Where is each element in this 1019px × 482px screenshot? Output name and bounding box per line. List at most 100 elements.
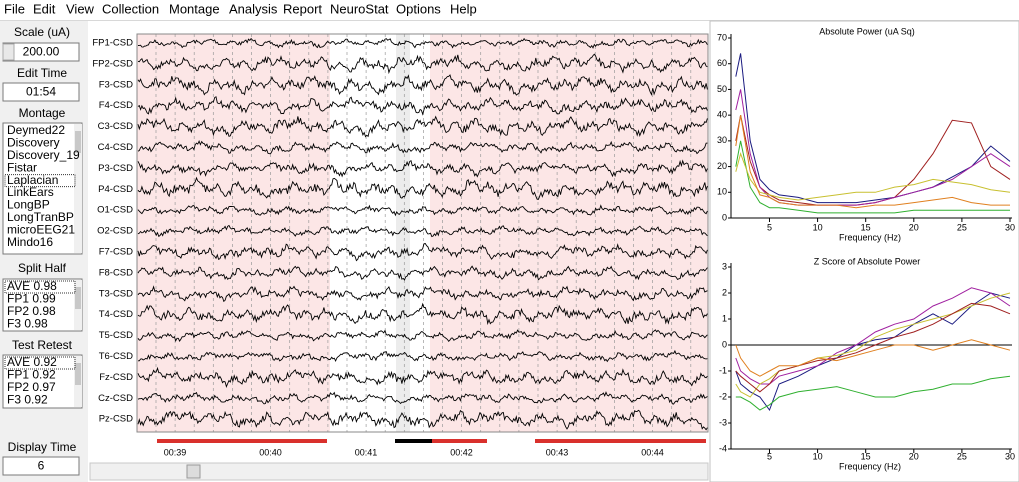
display-time-value[interactable]: 6	[38, 459, 45, 473]
edit-time-value-box[interactable]	[2, 82, 80, 102]
test-retest-item[interactable]: FP1 0.92	[7, 368, 56, 382]
y-tick-label: 30	[717, 135, 727, 145]
spectrum-line	[735, 292, 1011, 412]
channel-label: P3-CSD	[98, 163, 133, 174]
montage-item[interactable]: Mindo16	[7, 235, 53, 249]
spectrum-line	[735, 53, 1011, 204]
eeg-trace	[137, 366, 708, 388]
eeg-trace	[137, 74, 708, 96]
x-tick-label: 20	[909, 222, 919, 232]
spectrum-line	[735, 302, 1011, 393]
time-label: 00:39	[164, 447, 187, 457]
split-half-item[interactable]: F3 0.98	[7, 316, 48, 330]
eeg-marked	[396, 34, 410, 432]
montage-item[interactable]: Fistar	[7, 160, 37, 174]
eeg-frame	[136, 33, 709, 433]
montage-item[interactable]: LongBP	[7, 198, 50, 212]
eeg-trace	[137, 285, 708, 303]
scroll-thumb	[75, 287, 81, 309]
menu-item[interactable]: Report	[283, 1, 322, 16]
panel-label: Montage	[19, 106, 66, 120]
spectrum-line	[735, 287, 1011, 385]
x-tick-label: 10	[813, 222, 823, 232]
montage-item[interactable]: Deymed22	[7, 123, 65, 137]
channel-label: T3-CSD	[99, 288, 133, 299]
x-tick-label: 5	[767, 451, 772, 461]
x-tick-label: 20	[909, 451, 919, 461]
eeg-trace	[137, 115, 708, 138]
h-scrollbar[interactable]	[89, 462, 709, 481]
channel-label: O1-CSD	[97, 205, 133, 216]
channel-label: F4-CSD	[99, 100, 133, 111]
split-half-item[interactable]: AVE 0.98	[7, 279, 57, 293]
menu-item[interactable]: Collection	[102, 1, 159, 16]
y-tick-label: 60	[717, 58, 727, 68]
display-time-value-box[interactable]	[2, 456, 80, 476]
y-tick-label: 50	[717, 84, 727, 94]
x-tick-label: 25	[957, 222, 967, 232]
chart-title: Z Score of Absolute Power	[814, 256, 921, 266]
x-tick-label: 30	[1005, 222, 1015, 232]
test-retest-item[interactable]: AVE 0.92	[7, 355, 57, 369]
spin-button[interactable]	[2, 43, 15, 61]
eeg-trace	[138, 349, 708, 363]
y-tick-label: -4	[719, 443, 727, 453]
event-bar	[432, 439, 487, 443]
y-tick-label: -2	[719, 391, 727, 401]
channel-label: O2-CSD	[97, 226, 133, 237]
channel-label: F8-CSD	[99, 267, 133, 278]
montage-item[interactable]: Discovery	[7, 136, 60, 150]
spectrum-line	[735, 339, 1011, 377]
panel-label: Edit Time	[17, 66, 67, 80]
menu-item[interactable]: File	[4, 1, 25, 16]
menu-item[interactable]: Edit	[33, 1, 56, 16]
panel-label: Split Half	[18, 261, 67, 275]
split-half-item[interactable]: FP1 0.99	[7, 292, 56, 306]
menu-item[interactable]: Help	[450, 1, 477, 16]
channel-label: C4-CSD	[98, 142, 134, 153]
channel-label: FP2-CSD	[92, 58, 133, 69]
x-tick-label: 15	[861, 222, 871, 232]
menu-item[interactable]: Montage	[169, 1, 220, 16]
test-retest-item[interactable]: FP2 0.97	[7, 380, 56, 394]
montage-item[interactable]: LongTranBP	[7, 210, 74, 224]
test-retest-item[interactable]: F3 0.92	[7, 392, 48, 406]
x-tick-label: 30	[1005, 451, 1015, 461]
edit-time-value[interactable]: 01:54	[26, 85, 56, 99]
menu-item[interactable]: NeuroStat	[330, 1, 389, 16]
menu-item[interactable]: View	[66, 1, 95, 16]
channel-label: Fz-CSD	[99, 372, 133, 383]
eeg-trace	[137, 140, 708, 155]
eeg-trace	[137, 53, 708, 75]
event-bar	[535, 439, 706, 443]
eeg-trace	[137, 302, 708, 326]
channel-label: Cz-CSD	[98, 393, 133, 404]
scale-value[interactable]: 200.00	[23, 45, 60, 59]
menu-item[interactable]: Options	[396, 1, 441, 16]
x-tick-label: 10	[813, 451, 823, 461]
montage-item[interactable]: Discovery_19	[7, 148, 80, 162]
test-retest-box	[2, 354, 83, 409]
selected-outline	[4, 356, 76, 370]
y-tick-label: 10	[717, 187, 727, 197]
eeg-trace	[137, 176, 708, 200]
panel-label: Display Time	[8, 440, 77, 454]
y-tick-label: 1	[722, 313, 727, 323]
montage-item[interactable]: LinkEars	[7, 185, 54, 199]
y-tick-label: 0	[722, 212, 727, 222]
montage-item[interactable]: Laplacian	[7, 173, 58, 187]
selected-outline	[4, 174, 76, 188]
montage-item[interactable]: microEEG21	[7, 222, 75, 236]
event-bar	[395, 439, 432, 443]
h-scroll-thumb[interactable]	[186, 464, 201, 479]
eeg-trace	[137, 96, 708, 116]
eeg-trace	[137, 159, 708, 178]
scroll-thumb	[75, 131, 81, 153]
eeg-trace	[137, 391, 708, 405]
menu-item[interactable]: Analysis	[229, 1, 278, 16]
channel-label: Pz-CSD	[99, 414, 133, 425]
split-half-item[interactable]: FP2 0.98	[7, 304, 56, 318]
eeg-trace	[137, 224, 708, 238]
spectra-panel	[709, 20, 1019, 482]
y-tick-label: 0	[722, 339, 727, 349]
